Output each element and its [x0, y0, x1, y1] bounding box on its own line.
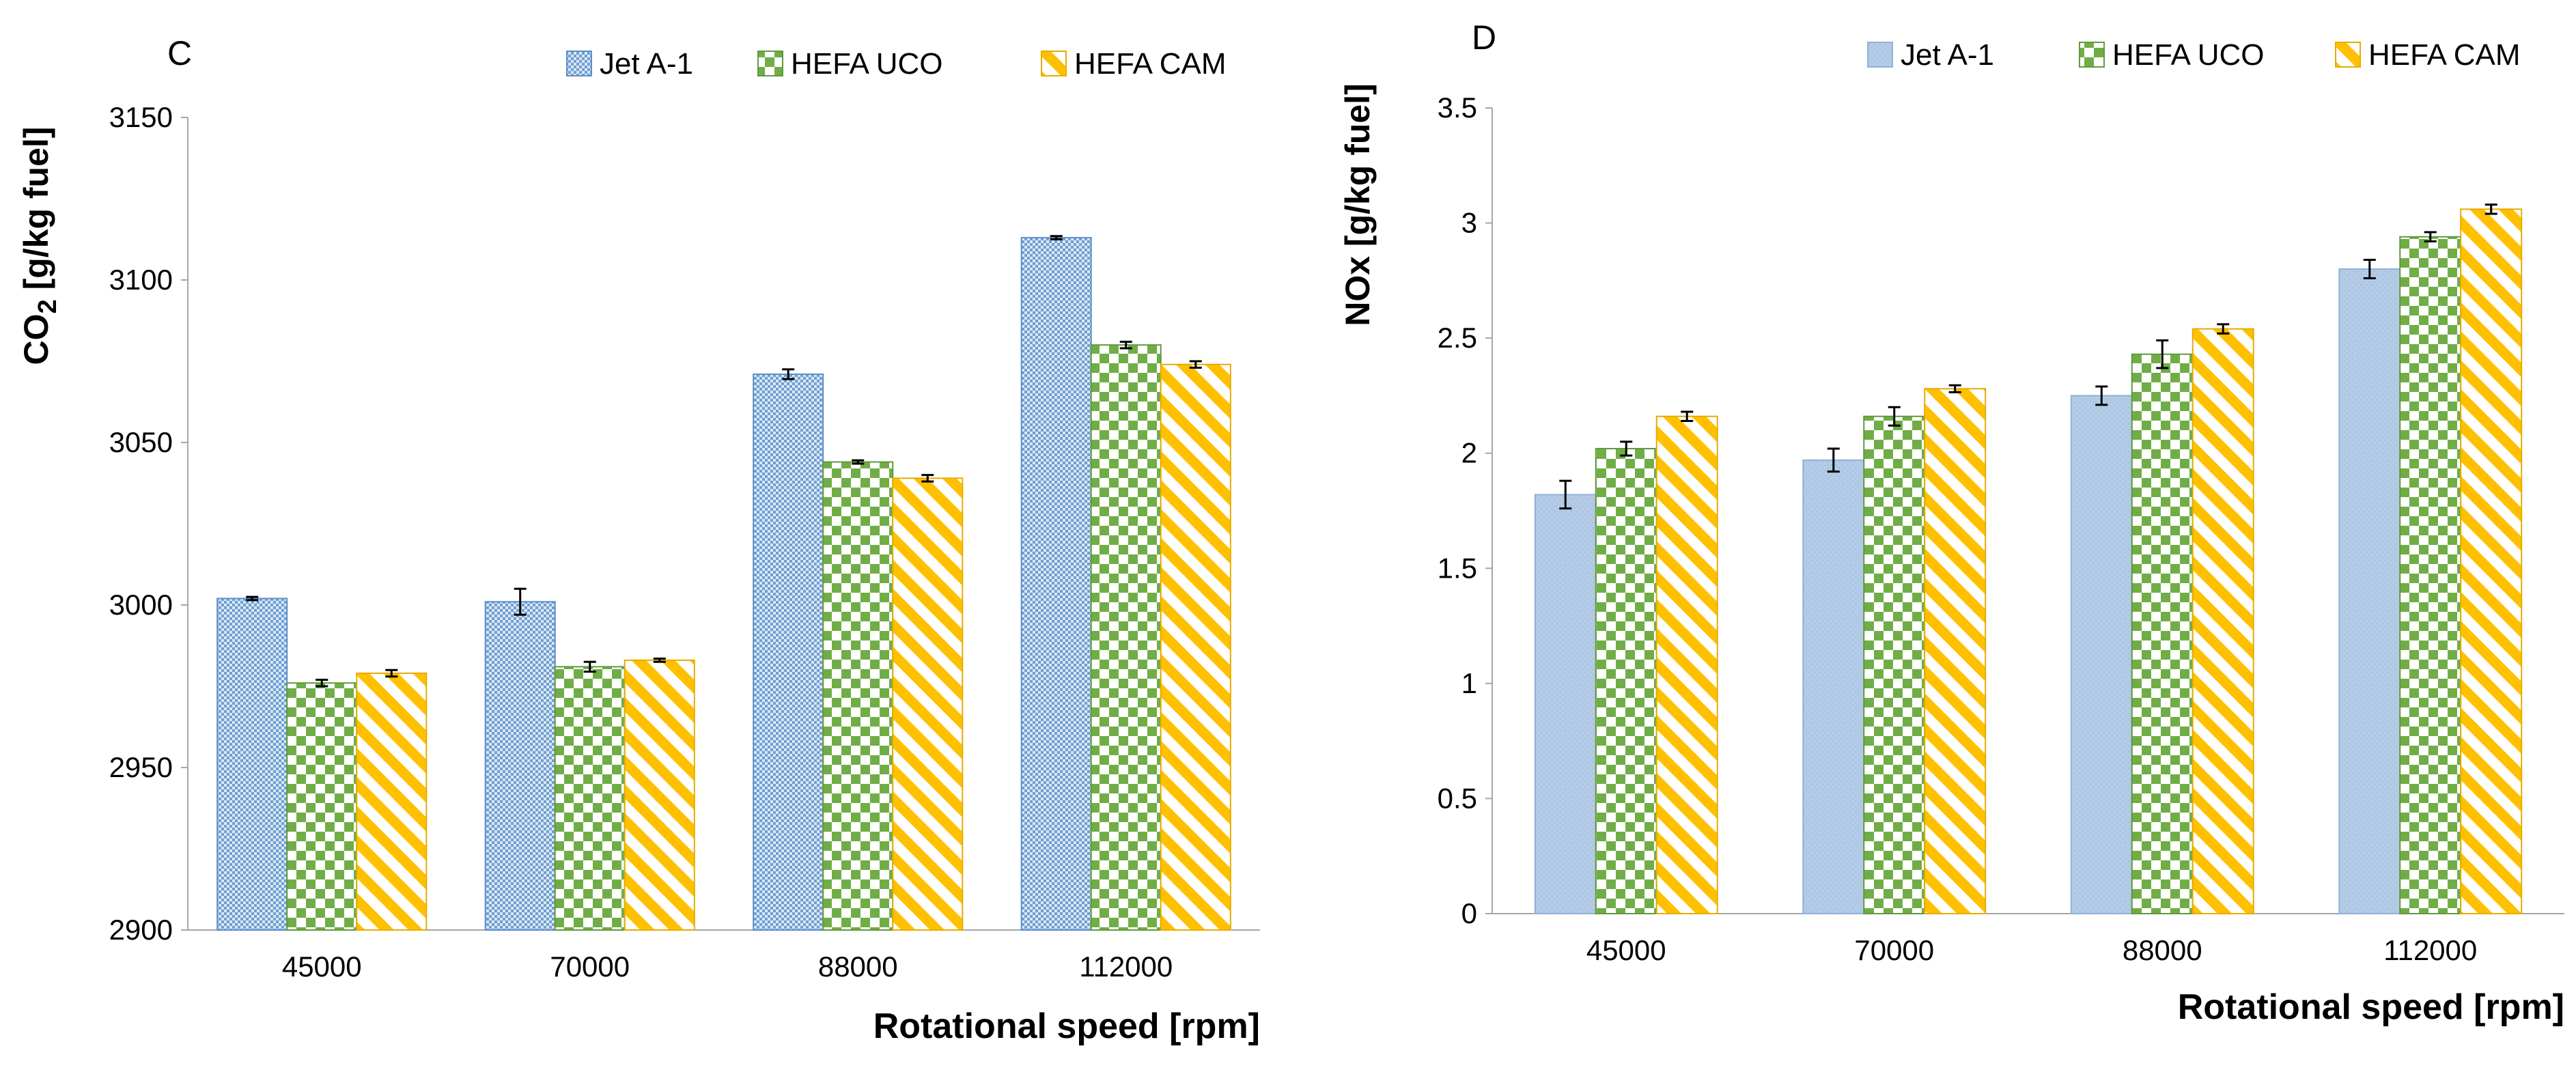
legend-label-hefa-uco: HEFA UCO [2112, 38, 2265, 72]
bar-hefa-uco-45000 [286, 682, 358, 931]
y-tick-label: 0.5 [1438, 782, 1477, 814]
error-bar-jet-a1-70000 [514, 587, 527, 616]
x-tick-label: 70000 [1854, 934, 1934, 966]
x-tick-label: 112000 [2383, 934, 2477, 966]
bar-hefa-uco-112000 [2399, 236, 2462, 914]
bar-hefa-cam-45000 [1655, 415, 1718, 914]
bar-jet-a1-88000 [753, 374, 824, 931]
bar-jet-a1-70000 [484, 601, 556, 931]
error-bar-hefa-uco-112000 [1119, 340, 1132, 350]
error-bar-hefa-cam-45000 [1681, 410, 1694, 423]
y-tick-label: 3 [1461, 207, 1477, 239]
chart-panel-d: D Jet A-1 HEFA UCO HEFA CAM NOx [g/kg fu… [1339, 18, 2564, 1027]
x-tick-label: 88000 [2123, 934, 2202, 966]
y-axis-label-c: CO2 [g/kg fuel] [17, 127, 62, 365]
bar-hefa-cam-112000 [2460, 208, 2523, 914]
error-bar-hefa-uco-88000 [852, 459, 865, 465]
error-bar-jet-a1-88000 [2095, 385, 2108, 406]
bar-hefa-cam-88000 [892, 477, 964, 931]
legend-swatch-jet-a1 [566, 51, 592, 76]
y-tick-label: 2950 [109, 751, 173, 783]
error-bar-hefa-cam-45000 [385, 668, 398, 678]
bar-hefa-cam-88000 [2192, 328, 2254, 914]
legend-d: Jet A-1 HEFA UCO HEFA CAM [1867, 38, 2521, 72]
bar-hefa-uco-45000 [1595, 447, 1657, 914]
x-axis-label-d: Rotational speed [rpm] [2178, 987, 2564, 1027]
x-tick-label: 88000 [818, 951, 898, 983]
bar-jet-a1-112000 [1020, 237, 1092, 931]
legend-swatch-hefa-cam [1041, 51, 1067, 76]
y-tick-label: 3000 [109, 589, 173, 621]
y-tick-label: 0 [1461, 897, 1477, 929]
error-bar-hefa-cam-88000 [2217, 323, 2230, 335]
legend-swatch-hefa-uco [2079, 42, 2105, 68]
error-bar-hefa-uco-45000 [316, 678, 328, 688]
error-bar-hefa-cam-70000 [1948, 384, 1961, 393]
y-tick-label: 2 [1461, 437, 1477, 469]
error-bar-hefa-uco-88000 [2156, 339, 2169, 369]
y-tick-label: 3.5 [1438, 91, 1477, 124]
bar-hefa-uco-70000 [554, 666, 626, 931]
y-tick-label: 3100 [109, 264, 173, 296]
error-bar-hefa-cam-112000 [2484, 203, 2497, 215]
legend-label-jet-a1: Jet A-1 [600, 47, 693, 81]
y-tick-label: 3050 [109, 426, 173, 458]
x-tick-label: 112000 [1079, 951, 1173, 983]
legend-c: Jet A-1 HEFA UCO HEFA CAM [566, 47, 1227, 81]
error-bar-hefa-uco-70000 [1888, 406, 1901, 427]
bar-hefa-cam-45000 [356, 672, 428, 931]
bar-jet-a1-88000 [2070, 395, 2133, 914]
y-tick-label: 1 [1461, 667, 1477, 699]
x-tick-label: 45000 [1586, 934, 1666, 966]
error-bar-jet-a1-70000 [1827, 447, 1840, 473]
panel-label-d: D [1472, 18, 1496, 57]
bar-hefa-cam-70000 [1924, 388, 1987, 914]
error-bar-jet-a1-112000 [1050, 235, 1063, 240]
bar-hefa-uco-112000 [1090, 344, 1162, 931]
error-bar-hefa-cam-112000 [1189, 360, 1202, 369]
legend-label-hefa-cam: HEFA CAM [1074, 47, 1227, 81]
y-tick-label: 1.5 [1438, 552, 1477, 584]
error-bar-jet-a1-45000 [246, 595, 259, 602]
bar-hefa-uco-88000 [2131, 353, 2194, 914]
y-axis-label-d: NOx [g/kg fuel] [1339, 83, 1377, 326]
error-bar-jet-a1-45000 [1559, 479, 1572, 510]
error-bar-hefa-cam-70000 [653, 658, 666, 663]
panel-label-c: C [167, 34, 192, 72]
y-tick-label: 2900 [109, 914, 173, 946]
y-tick-label: 2.5 [1438, 322, 1477, 354]
bar-jet-a1-45000 [216, 597, 288, 931]
bar-jet-a1-45000 [1534, 494, 1597, 914]
error-bar-hefa-cam-88000 [921, 474, 934, 483]
chart-panel-c: C Jet A-1 HEFA UCO HEFA CAM CO2 [g/kg fu… [17, 34, 1260, 1046]
x-tick-label: 45000 [282, 951, 362, 983]
x-axis-label-c: Rotational speed [rpm] [873, 1006, 1260, 1046]
legend-swatch-jet-a1 [1867, 42, 1893, 68]
bar-jet-a1-112000 [2338, 268, 2401, 914]
y-tick-label: 3150 [109, 101, 173, 133]
bar-hefa-cam-112000 [1160, 363, 1231, 931]
bar-hefa-cam-70000 [624, 659, 695, 931]
legend-label-hefa-cam: HEFA CAM [2368, 38, 2521, 72]
legend-label-hefa-uco: HEFA UCO [791, 47, 943, 81]
bar-hefa-uco-88000 [822, 461, 894, 931]
x-tick-label: 70000 [550, 951, 630, 983]
error-bar-jet-a1-88000 [782, 368, 795, 380]
legend-label-jet-a1: Jet A-1 [1901, 38, 1994, 72]
legend-swatch-hefa-cam [2335, 42, 2361, 68]
error-bar-hefa-uco-45000 [1620, 440, 1633, 457]
bar-hefa-uco-70000 [1863, 415, 1926, 914]
error-bar-hefa-uco-112000 [2424, 231, 2437, 243]
legend-swatch-hefa-uco [757, 51, 783, 76]
bar-jet-a1-70000 [1802, 459, 1865, 914]
error-bar-jet-a1-112000 [2363, 259, 2376, 279]
error-bar-hefa-uco-70000 [583, 660, 596, 673]
